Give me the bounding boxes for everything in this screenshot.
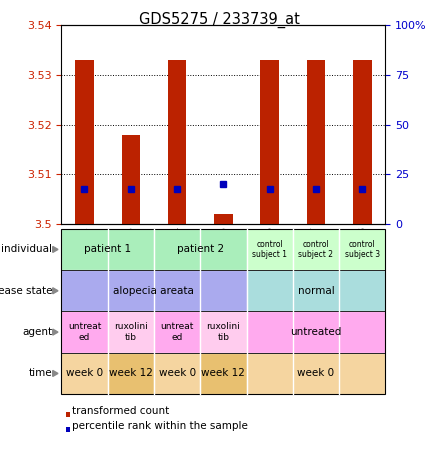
Text: week 12: week 12 <box>201 368 245 378</box>
Polygon shape <box>53 329 58 335</box>
Bar <box>61 229 385 394</box>
Polygon shape <box>53 288 58 294</box>
Text: alopecia areata: alopecia areata <box>113 286 194 296</box>
Bar <box>168 60 186 224</box>
Bar <box>353 60 371 224</box>
Bar <box>200 353 247 394</box>
Bar <box>247 312 385 353</box>
Bar <box>247 270 385 312</box>
Bar <box>154 312 200 353</box>
Bar <box>75 60 94 224</box>
Text: individual: individual <box>1 245 52 255</box>
Bar <box>154 353 200 394</box>
Text: control
subject 1: control subject 1 <box>252 240 287 259</box>
Text: normal: normal <box>297 286 334 296</box>
Text: control
subject 2: control subject 2 <box>298 240 333 259</box>
Bar <box>66 412 71 417</box>
Text: patient 2: patient 2 <box>177 245 224 255</box>
Polygon shape <box>53 246 58 252</box>
Text: control
subject 3: control subject 3 <box>345 240 380 259</box>
Bar <box>66 427 71 432</box>
Text: ruxolini
tib: ruxolini tib <box>114 323 148 342</box>
Text: untreated: untreated <box>290 327 342 337</box>
Bar <box>214 214 233 224</box>
Bar <box>61 312 108 353</box>
Bar <box>61 229 154 270</box>
Bar <box>108 312 154 353</box>
Text: transformed count: transformed count <box>72 406 169 416</box>
Polygon shape <box>53 371 58 376</box>
Bar <box>247 353 385 394</box>
Text: untreat
ed: untreat ed <box>160 323 194 342</box>
Bar <box>307 60 325 224</box>
Text: week 12: week 12 <box>109 368 153 378</box>
Text: untreat
ed: untreat ed <box>68 323 101 342</box>
Bar <box>293 229 339 270</box>
Text: week 0: week 0 <box>297 368 335 378</box>
Text: ruxolini
tib: ruxolini tib <box>206 323 240 342</box>
Bar <box>247 229 293 270</box>
Bar <box>200 312 247 353</box>
Bar <box>154 229 247 270</box>
Text: disease state: disease state <box>0 286 52 296</box>
Text: GDS5275 / 233739_at: GDS5275 / 233739_at <box>138 11 300 28</box>
Bar <box>339 229 385 270</box>
Bar <box>61 353 108 394</box>
Bar <box>61 270 247 312</box>
Text: week 0: week 0 <box>159 368 196 378</box>
Text: patient 1: patient 1 <box>84 245 131 255</box>
Text: time: time <box>28 368 52 378</box>
Text: week 0: week 0 <box>66 368 103 378</box>
Bar <box>121 135 140 224</box>
Text: percentile rank within the sample: percentile rank within the sample <box>72 421 248 431</box>
Bar <box>261 60 279 224</box>
Text: agent: agent <box>22 327 52 337</box>
Bar <box>108 353 154 394</box>
